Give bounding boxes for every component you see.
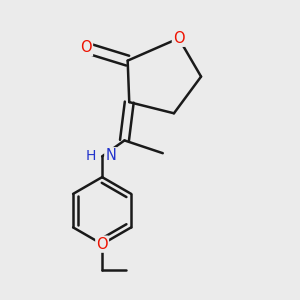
- Text: O: O: [173, 31, 184, 46]
- Text: O: O: [80, 40, 92, 56]
- Text: O: O: [96, 237, 108, 252]
- Text: H: H: [85, 149, 96, 163]
- Text: N: N: [105, 148, 116, 163]
